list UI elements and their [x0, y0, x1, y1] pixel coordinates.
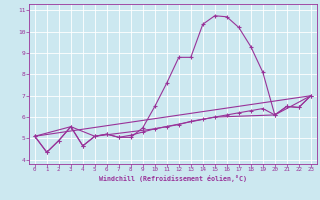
- X-axis label: Windchill (Refroidissement éolien,°C): Windchill (Refroidissement éolien,°C): [99, 175, 247, 182]
